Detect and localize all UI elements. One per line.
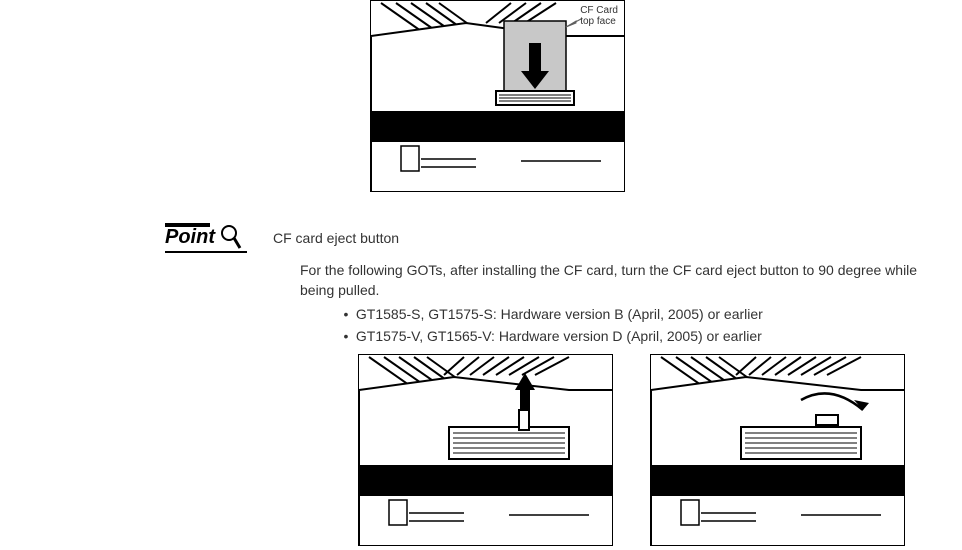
- cf-label-line2: top face: [580, 16, 616, 27]
- point-text: Point: [165, 226, 215, 248]
- bullet-dot-icon: •: [340, 305, 352, 325]
- bullet-dot-icon: •: [340, 327, 352, 347]
- point-callout: Point: [165, 226, 215, 249]
- bullet-list: • GT1585-S, GT1575-S: Hardware version B…: [340, 305, 763, 348]
- figure-cf-card-insert: CF Card top face: [370, 0, 625, 192]
- device-illustration-step1: [359, 355, 613, 546]
- figure-eject-step2: [650, 354, 905, 546]
- device-illustration-top: [371, 1, 625, 192]
- section-title: CF card eject button: [273, 230, 399, 246]
- figure-eject-step1: [358, 354, 613, 546]
- cf-card-label: CF Card top face: [580, 5, 618, 27]
- bullet-item: • GT1585-S, GT1575-S: Hardware version B…: [340, 305, 763, 325]
- device-illustration-step2: [651, 355, 905, 546]
- point-overline: [165, 223, 210, 227]
- bullet-text: GT1585-S, GT1575-S: Hardware version B (…: [356, 306, 763, 322]
- point-underline: [165, 251, 247, 253]
- bullet-text: GT1575-V, GT1565-V: Hardware version D (…: [356, 328, 762, 344]
- bullet-item: • GT1575-V, GT1565-V: Hardware version D…: [340, 327, 763, 347]
- body-paragraph: For the following GOTs, after installing…: [300, 260, 920, 301]
- cf-label-line1: CF Card: [580, 5, 618, 16]
